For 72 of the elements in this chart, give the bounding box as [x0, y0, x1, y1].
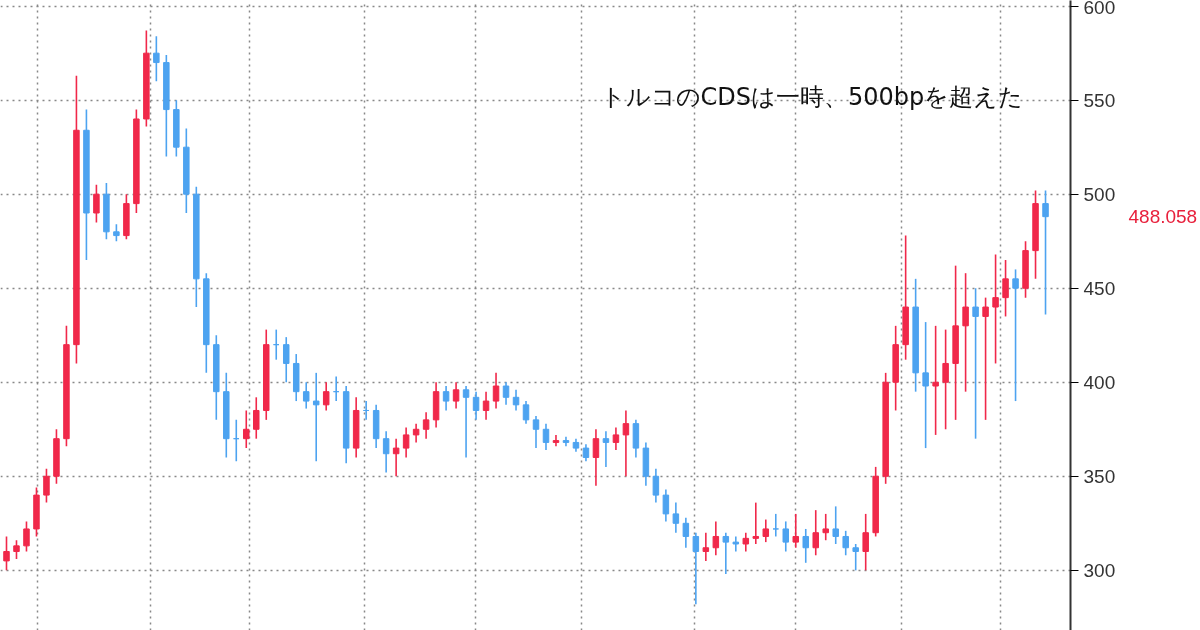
candlestick	[3, 535, 10, 572]
candlestick	[1002, 259, 1009, 318]
candlestick	[692, 531, 700, 605]
candlestick	[532, 415, 540, 449]
candlestick	[1042, 189, 1049, 316]
candlestick	[492, 372, 500, 410]
candlestick	[982, 296, 989, 421]
candlestick	[452, 381, 460, 410]
candlestick	[852, 543, 859, 572]
candlestick	[792, 513, 799, 549]
y-tick-label: 350	[1083, 465, 1116, 487]
candlestick	[153, 35, 160, 83]
candlestick	[862, 513, 869, 572]
candlestick	[682, 516, 690, 549]
candlestick	[13, 539, 20, 560]
candlestick	[662, 488, 670, 523]
candlestick	[592, 428, 600, 487]
candlestick	[93, 184, 100, 224]
candlestick	[602, 430, 610, 468]
candlestick	[302, 381, 310, 410]
candlestick	[322, 381, 330, 412]
candlestick	[722, 531, 730, 575]
candlestick	[472, 390, 480, 421]
candlestick	[772, 513, 780, 538]
candlestick	[43, 467, 50, 504]
candlestick	[312, 372, 320, 463]
candlestick	[942, 328, 949, 431]
candlestick	[742, 531, 750, 553]
candlestick	[1012, 268, 1019, 402]
candlestick	[402, 426, 410, 459]
text: 488.058	[1128, 206, 1198, 228]
annotation: トルコのCDSは一時、500bpを超えた	[600, 82, 1024, 111]
candlestick	[842, 530, 849, 557]
candlestick	[482, 390, 490, 421]
candlestick	[752, 501, 760, 545]
candlestick	[442, 385, 450, 412]
candlestick	[392, 437, 400, 478]
candlestick	[652, 467, 660, 504]
candlestick	[243, 409, 250, 449]
candlestick	[712, 520, 720, 557]
candlestick	[702, 531, 710, 562]
candlestick	[282, 336, 290, 384]
candlestick	[502, 381, 510, 406]
candlestick	[812, 509, 819, 557]
candlestick	[922, 321, 929, 449]
y-tick-label: 300	[1083, 559, 1116, 581]
candlestick	[762, 518, 770, 543]
y-tick-label: 400	[1083, 371, 1116, 393]
candlestick	[612, 426, 620, 451]
candlestick	[822, 513, 829, 542]
candlestick	[972, 287, 979, 440]
candlestick	[522, 400, 530, 425]
candlestick	[253, 396, 260, 440]
candlestick	[622, 409, 630, 478]
candlestick	[23, 520, 30, 553]
candlestick	[462, 385, 470, 459]
candlestick	[412, 422, 420, 444]
candlestick	[932, 325, 939, 436]
y-tick-label: 600	[1083, 0, 1116, 18]
candlestick	[962, 272, 969, 393]
y-tick-label: 450	[1083, 277, 1116, 299]
candlestick	[732, 535, 740, 553]
candlestick	[802, 528, 809, 564]
candlestick	[832, 505, 839, 545]
y-tick-label: 500	[1083, 183, 1116, 205]
candlestick	[422, 411, 430, 440]
candlestick	[782, 520, 790, 553]
candlestick	[672, 501, 680, 534]
y-tick-label: 550	[1083, 89, 1116, 111]
candlestick	[992, 253, 999, 365]
candlestick	[382, 430, 390, 474]
candlestick	[542, 422, 550, 451]
